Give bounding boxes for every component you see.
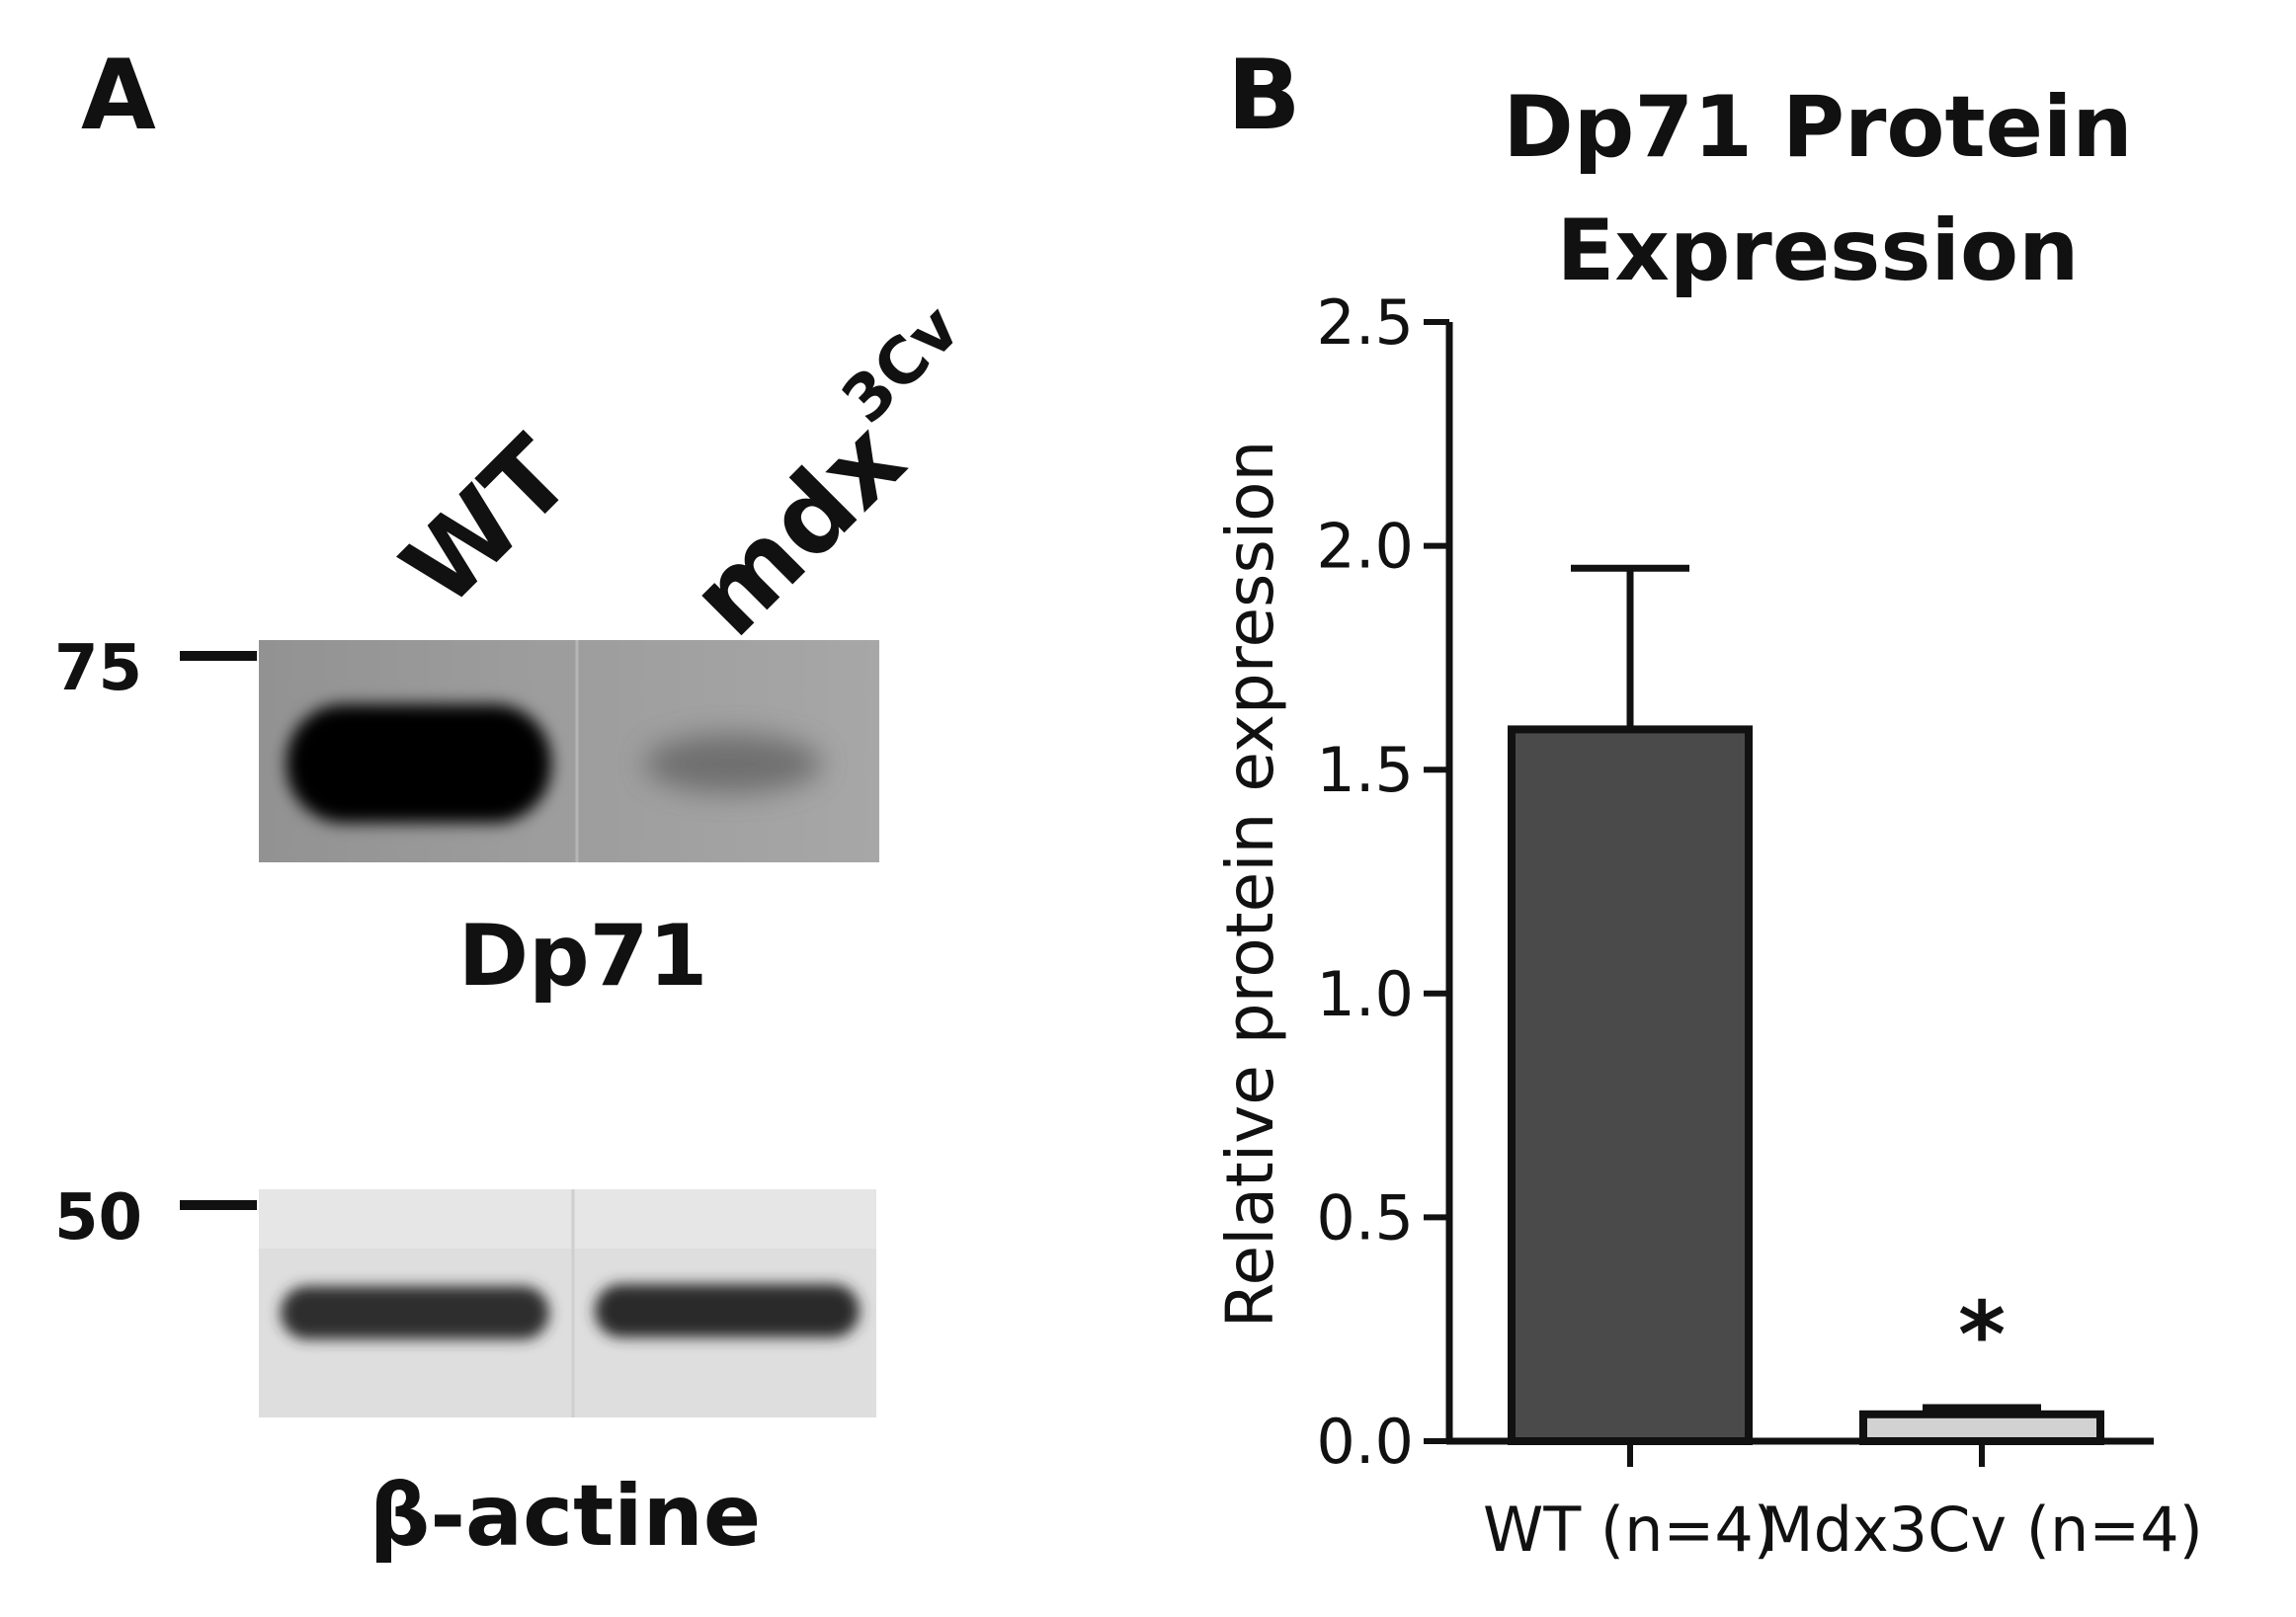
chart-title-line: Dp71 Protein [1503,78,2132,177]
x-tick-label: WT (n=4) [1483,1494,1777,1566]
bar [1508,725,1753,1445]
bar [1859,1410,2104,1445]
x-tick-label: Mdx3Cv (n=4) [1761,1494,2203,1566]
marker-50: 50 [53,1181,142,1254]
dp71-blot-image [259,640,879,862]
y-tick-label: 0.5 [1316,1181,1414,1253]
marker-75-tick [180,651,257,661]
dp71-band-wt [287,704,551,823]
y-tick-label: 2.5 [1316,286,1414,359]
marker-75: 75 [53,632,142,705]
dp71-blot [259,640,879,862]
y-tick-label: 0.0 [1316,1406,1414,1478]
y-tick-label: 1.5 [1316,734,1414,806]
dp71-label: Dp71 [457,907,708,1006]
marker-50-tick [180,1200,257,1210]
y-axis-label: Relative protein expression [1212,441,1288,1329]
y-tick-label: 2.0 [1316,511,1414,583]
actine-label: β-actine [369,1467,762,1566]
actine-band-wt [281,1286,549,1339]
actine-band-mdx [595,1284,860,1337]
chart-title-line: Expression [1557,202,2080,300]
actine-blot [259,1189,876,1417]
dp71-band-mdx [644,734,822,793]
panel-b-letter: B [1227,40,1301,152]
significance-asterisk: * [1958,1282,2006,1388]
actine-blot-image [259,1189,876,1417]
panel-a-letter: A [81,40,156,152]
y-tick-label: 1.0 [1316,958,1414,1030]
